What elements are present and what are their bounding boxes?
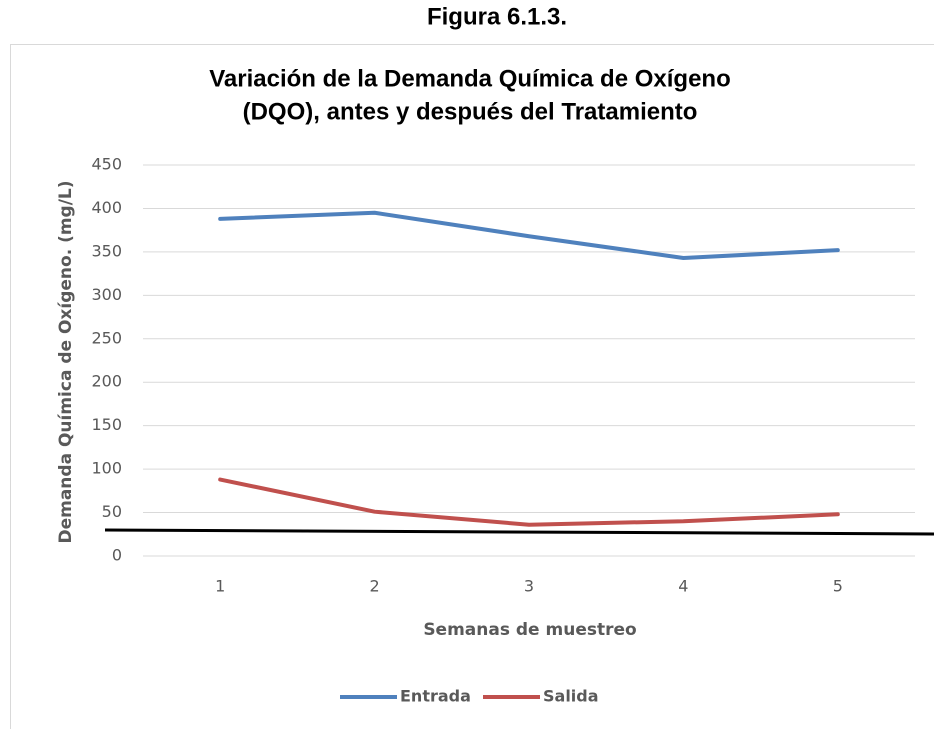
y-tick-label: 350 bbox=[91, 241, 122, 260]
figure-label: Figura 6.1.3. bbox=[427, 3, 567, 30]
x-tick-label: 3 bbox=[524, 577, 534, 596]
chart-frame bbox=[10, 44, 934, 729]
x-tick-label: 4 bbox=[678, 577, 688, 596]
chart-title: Variación de la Demanda Química de Oxíge… bbox=[209, 65, 731, 92]
chart-title: (DQO), antes y después del Tratamiento bbox=[243, 98, 698, 125]
y-axis-label: Demanda Química de Oxígeno. (mg/L) bbox=[56, 180, 76, 543]
y-tick-label: 450 bbox=[91, 155, 122, 174]
x-tick-label: 2 bbox=[370, 577, 380, 596]
data-line bbox=[218, 477, 840, 527]
y-tick-label: 0 bbox=[112, 546, 122, 565]
x-tick-label: 1 bbox=[215, 577, 225, 596]
data-line bbox=[218, 210, 840, 260]
y-tick-label: 200 bbox=[91, 372, 122, 391]
y-tick-label: 400 bbox=[91, 198, 122, 217]
legend-label: Salida bbox=[543, 687, 599, 706]
legend-label: Entrada bbox=[400, 687, 471, 706]
y-tick-label: 250 bbox=[91, 328, 122, 347]
y-tick-label: 150 bbox=[91, 415, 122, 434]
annotation-line bbox=[104, 528, 934, 536]
x-axis-label: Semanas de muestreo bbox=[423, 620, 636, 640]
y-tick-label: 100 bbox=[91, 459, 122, 478]
y-tick-label: 300 bbox=[91, 285, 122, 304]
x-tick-label: 5 bbox=[833, 577, 843, 596]
y-tick-label: 50 bbox=[102, 502, 122, 521]
